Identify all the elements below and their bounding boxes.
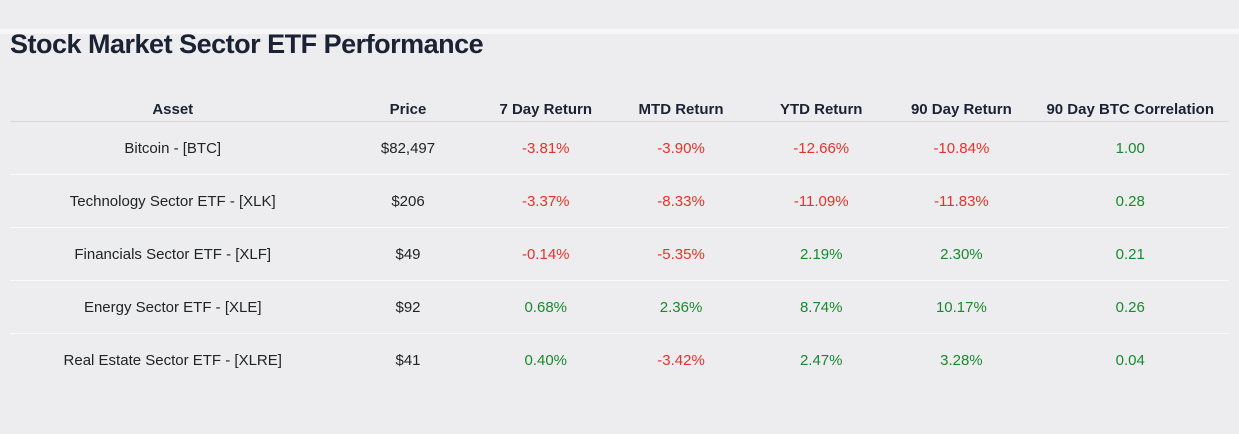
table-row-xlre: Real Estate Sector ETF - [XLRE] $41 0.40…	[10, 333, 1229, 386]
col-header-ytd-return: YTD Return	[751, 95, 892, 122]
return-7d-cell: 0.68%	[480, 280, 611, 334]
return-90d-cell: 2.30%	[891, 227, 1032, 281]
return-7d-cell: 0.40%	[480, 333, 611, 386]
table-row-xlf: Financials Sector ETF - [XLF] $49 -0.14%…	[10, 227, 1229, 281]
btc-correlation-cell: 1.00	[1115, 139, 1145, 157]
asset-cell: Bitcoin - [BTC]	[124, 139, 222, 157]
price-cell: $206	[335, 174, 481, 228]
header-row: Asset Price 7 Day Return MTD Return YTD …	[10, 95, 1229, 122]
table-row-xle: Energy Sector ETF - [XLE] $92 0.68% 2.36…	[10, 280, 1229, 334]
return-90d-cell: 3.28%	[891, 333, 1032, 386]
return-mtd-cell: -8.33%	[610, 174, 752, 228]
asset-cell: Real Estate Sector ETF - [XLRE]	[10, 333, 336, 386]
return-7d-cell: -0.14%	[480, 227, 611, 281]
return-90d-cell: -10.84%	[933, 139, 990, 157]
return-7d-cell: -3.81%	[521, 139, 570, 157]
asset-cell: Energy Sector ETF - [XLE]	[10, 280, 336, 334]
return-ytd-cell: 2.19%	[751, 227, 892, 281]
price-cell: $49	[335, 227, 481, 281]
return-7d-cell: -3.37%	[480, 174, 611, 228]
return-mtd-cell: 2.36%	[610, 280, 752, 334]
return-mtd-cell: -3.42%	[610, 333, 752, 386]
return-ytd-cell: 8.74%	[751, 280, 892, 334]
col-header-price: Price	[335, 95, 481, 122]
asset-cell: Financials Sector ETF - [XLF]	[10, 227, 336, 281]
return-mtd-cell: -5.35%	[610, 227, 752, 281]
sector-etf-performance-table: Asset Price 7 Day Return MTD Return YTD …	[10, 95, 1229, 386]
price-cell: $41	[335, 333, 481, 386]
asset-cell: Technology Sector ETF - [XLK]	[10, 174, 336, 228]
return-ytd-cell: 2.47%	[751, 333, 892, 386]
btc-correlation-cell: 0.21	[1031, 227, 1229, 281]
col-header-90d-return: 90 Day Return	[891, 95, 1032, 122]
col-header-90d-btc-correlation: 90 Day BTC Correlation	[1031, 95, 1229, 122]
return-mtd-cell: -3.90%	[657, 139, 705, 157]
price-cell: $82,497	[380, 139, 436, 157]
return-ytd-cell: -11.09%	[751, 174, 892, 228]
btc-correlation-cell: 0.04	[1031, 333, 1229, 386]
btc-correlation-cell: 0.28	[1031, 174, 1229, 228]
etf-performance-page: { "colors": { "positive": "#188a2e", "ne…	[0, 29, 1239, 434]
col-header-asset: Asset	[10, 95, 336, 122]
return-90d-cell: 10.17%	[891, 280, 1032, 334]
top-edge-highlight	[0, 29, 1239, 34]
page-title: Stock Market Sector ETF Performance	[10, 29, 484, 59]
col-header-7d-return: 7 Day Return	[480, 95, 611, 122]
table-row-xlk: Technology Sector ETF - [XLK] $206 -3.37…	[10, 174, 1229, 228]
col-header-mtd-return: MTD Return	[610, 95, 752, 122]
price-cell: $92	[335, 280, 481, 334]
return-ytd-cell: -12.66%	[793, 139, 850, 157]
table-row-btc: Bitcoin - [BTC] $82,497 -3.81% -3.90% -1…	[10, 122, 1229, 175]
return-90d-cell: -11.83%	[891, 174, 1032, 228]
btc-correlation-cell: 0.26	[1031, 280, 1229, 334]
